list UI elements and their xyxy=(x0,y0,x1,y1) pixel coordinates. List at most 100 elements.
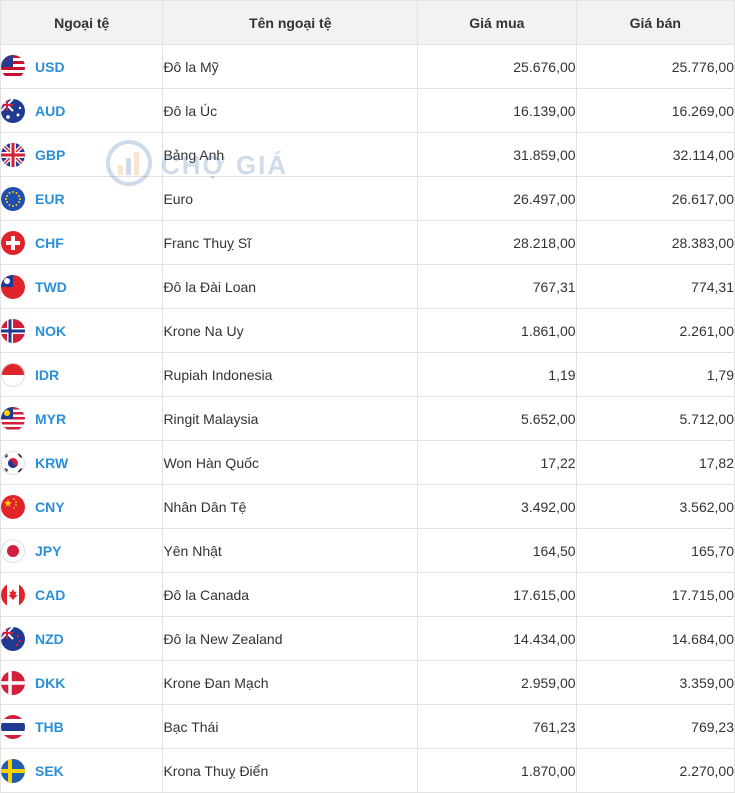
table-row: IDR Rupiah Indonesia 1,19 1,79 xyxy=(0,352,735,397)
currency-name: Rupiah Indonesia xyxy=(162,352,419,397)
buy-price: 3.492,00 xyxy=(417,484,577,529)
sell-price: 17.715,00 xyxy=(575,572,735,617)
sell-price: 3.359,00 xyxy=(575,660,735,705)
currency-code: CAD xyxy=(35,586,66,603)
table-row: CHF Franc Thuỵ Sĩ 28.218,00 28.383,00 xyxy=(0,220,735,265)
sell-price: 2.261,00 xyxy=(575,308,735,353)
sell-price: 769,23 xyxy=(575,704,735,749)
table-row: NOK Krone Na Uy 1.861,00 2.261,00 xyxy=(0,308,735,353)
sell-price: 16.269,00 xyxy=(575,88,735,133)
currency-name: Đô la Đài Loan xyxy=(162,264,419,309)
tw-flag-icon xyxy=(1,274,25,299)
currency-code: DKK xyxy=(35,674,66,691)
currency-code: MYR xyxy=(35,410,67,427)
table-row: NZD Đô la New Zealand 14.434,00 14.684,00 xyxy=(0,616,735,661)
currency-code-cell: GBP xyxy=(0,132,164,177)
currency-code-cell: USD xyxy=(0,44,164,89)
sell-price: 28.383,00 xyxy=(575,220,735,265)
currency-code: NOK xyxy=(35,322,67,339)
kr-flag-icon xyxy=(1,450,25,475)
buy-price: 5.652,00 xyxy=(417,396,577,441)
table-row: KRW Won Hàn Quốc 17,22 17,82 xyxy=(0,440,735,485)
sell-price: 774,31 xyxy=(575,264,735,309)
sell-price: 165,70 xyxy=(575,528,735,573)
buy-price: 761,23 xyxy=(417,704,577,749)
buy-price: 2.959,00 xyxy=(417,660,577,705)
currency-code: KRW xyxy=(35,454,69,471)
table-row: DKK Krone Đan Mạch 2.959,00 3.359,00 xyxy=(0,660,735,705)
sell-price: 32.114,00 xyxy=(575,132,735,177)
au-flag-icon xyxy=(1,98,25,123)
currency-code-cell: EUR xyxy=(0,176,164,221)
currency-code-cell: CHF xyxy=(0,220,164,265)
currency-name: Yên Nhật xyxy=(162,528,419,573)
currency-name: Đô la Úc xyxy=(162,88,419,133)
currency-code-cell: IDR xyxy=(0,352,164,397)
header-name: Tên ngoại tệ xyxy=(162,0,419,45)
currency-code-cell: NOK xyxy=(0,308,164,353)
currency-code-cell: NZD xyxy=(0,616,164,661)
id-flag-icon xyxy=(1,362,25,387)
table-row: CNY Nhân Dân Tệ 3.492,00 3.562,00 xyxy=(0,484,735,529)
sell-price: 14.684,00 xyxy=(575,616,735,661)
currency-code: SEK xyxy=(35,762,64,779)
cn-flag-icon xyxy=(1,494,25,519)
currency-code-cell: MYR xyxy=(0,396,164,441)
th-flag-icon xyxy=(1,714,25,739)
buy-price: 17.615,00 xyxy=(417,572,577,617)
currency-code-cell: KRW xyxy=(0,440,164,485)
nz-flag-icon xyxy=(1,626,25,651)
sell-price: 5.712,00 xyxy=(575,396,735,441)
table-row: CAD Đô la Canada 17.615,00 17.715,00 xyxy=(0,572,735,617)
us-flag-icon xyxy=(1,54,25,79)
header-buy: Giá mua xyxy=(417,0,577,45)
buy-price: 1,19 xyxy=(417,352,577,397)
ch-flag-icon xyxy=(1,230,25,255)
buy-price: 1.861,00 xyxy=(417,308,577,353)
eu-flag-icon xyxy=(1,186,25,211)
ca-flag-icon xyxy=(1,582,25,607)
table-row: TWD Đô la Đài Loan 767,31 774,31 xyxy=(0,264,735,309)
currency-name: Krone Đan Mạch xyxy=(162,660,419,705)
buy-price: 767,31 xyxy=(417,264,577,309)
currency-code-cell: CAD xyxy=(0,572,164,617)
currency-name: Euro xyxy=(162,176,419,221)
table-row: MYR Ringit Malaysia 5.652,00 5.712,00 xyxy=(0,396,735,441)
currency-name: Krona Thuỵ Điển xyxy=(162,748,419,793)
table-row: JPY Yên Nhật 164,50 165,70 xyxy=(0,528,735,573)
currency-name: Franc Thuỵ Sĩ xyxy=(162,220,419,265)
currency-code-cell: TWD xyxy=(0,264,164,309)
currency-code-cell: DKK xyxy=(0,660,164,705)
currency-name: Krone Na Uy xyxy=(162,308,419,353)
header-sell: Giá bán xyxy=(575,0,735,45)
currency-name: Đô la New Zealand xyxy=(162,616,419,661)
currency-name: Nhân Dân Tệ xyxy=(162,484,419,529)
currency-code-cell: CNY xyxy=(0,484,164,529)
buy-price: 16.139,00 xyxy=(417,88,577,133)
sell-price: 17,82 xyxy=(575,440,735,485)
currency-code: NZD xyxy=(35,630,64,647)
dk-flag-icon xyxy=(1,670,25,695)
sell-price: 1,79 xyxy=(575,352,735,397)
buy-price: 26.497,00 xyxy=(417,176,577,221)
currency-code: IDR xyxy=(35,366,60,383)
currency-code-cell: SEK xyxy=(0,748,164,793)
currency-code: AUD xyxy=(35,102,66,119)
table-row: THB Bạc Thái 761,23 769,23 xyxy=(0,704,735,749)
currency-name: Đô la Mỹ xyxy=(162,44,419,89)
currency-code: JPY xyxy=(35,542,62,559)
currency-code: CNY xyxy=(35,498,65,515)
buy-price: 1.870,00 xyxy=(417,748,577,793)
currency-code: USD xyxy=(35,58,65,75)
buy-price: 31.859,00 xyxy=(417,132,577,177)
my-flag-icon xyxy=(1,406,25,431)
currency-name: Ringit Malaysia xyxy=(162,396,419,441)
currency-name: Đô la Canada xyxy=(162,572,419,617)
table-row: USD Đô la Mỹ 25.676,00 25.776,00 xyxy=(0,44,735,89)
currency-code-cell: THB xyxy=(0,704,164,749)
sell-price: 3.562,00 xyxy=(575,484,735,529)
jp-flag-icon xyxy=(1,538,25,563)
currency-code: CHF xyxy=(35,234,64,251)
buy-price: 164,50 xyxy=(417,528,577,573)
